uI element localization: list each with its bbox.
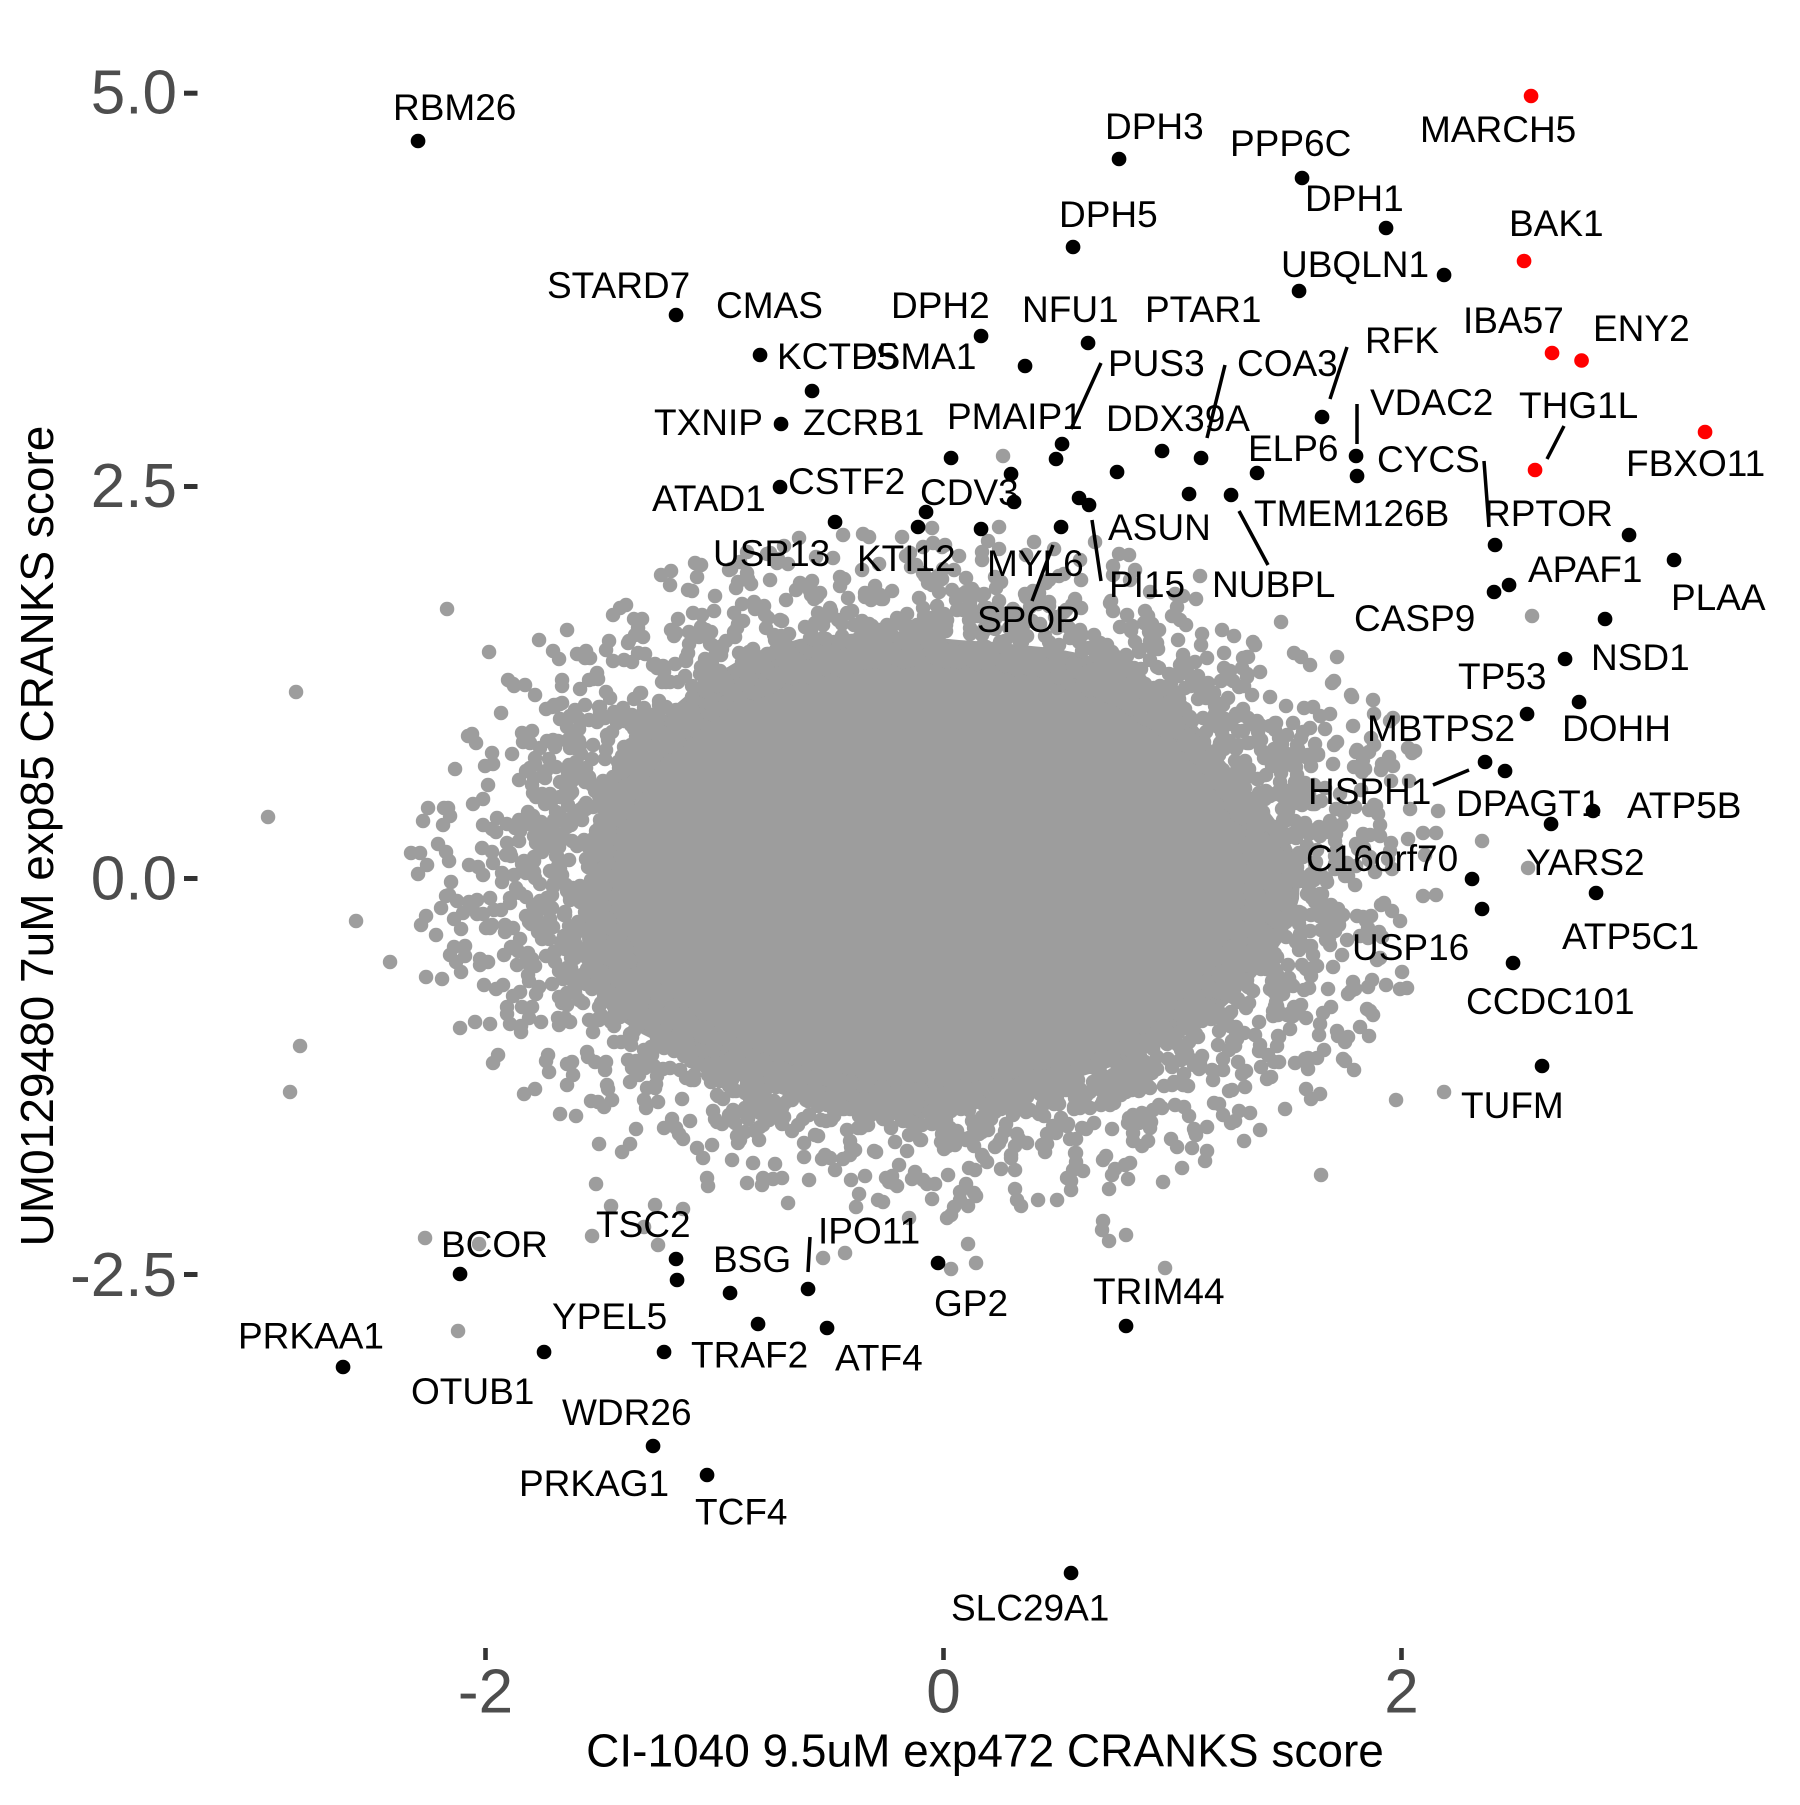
svg-text:BCOR: BCOR: [441, 1224, 548, 1265]
svg-text:VDAC2: VDAC2: [1370, 382, 1493, 423]
svg-text:CMAS: CMAS: [716, 285, 823, 326]
svg-text:UM0129480 7uM exp85 CRANKS sco: UM0129480 7uM exp85 CRANKS score: [11, 426, 63, 1247]
svg-text:PUS3: PUS3: [1108, 343, 1205, 384]
svg-text:PRKAA1: PRKAA1: [238, 1316, 384, 1357]
svg-text:COA3: COA3: [1237, 343, 1338, 384]
svg-text:-2: -2: [458, 1658, 513, 1727]
svg-text:THG1L: THG1L: [1519, 385, 1638, 426]
svg-text:0: 0: [926, 1658, 960, 1727]
svg-text:KCTD5: KCTD5: [777, 336, 898, 377]
svg-text:OTUB1: OTUB1: [411, 1371, 534, 1412]
svg-text:DOHH: DOHH: [1562, 708, 1671, 749]
svg-text:MBTPS2: MBTPS2: [1367, 708, 1515, 749]
svg-text:5.0: 5.0: [91, 59, 177, 128]
svg-text:PLAA: PLAA: [1671, 577, 1766, 618]
svg-text:BAK1: BAK1: [1509, 203, 1604, 244]
svg-text:ATP5C1: ATP5C1: [1562, 916, 1699, 957]
svg-text:NSD1: NSD1: [1591, 637, 1690, 678]
svg-text:APAF1: APAF1: [1528, 549, 1642, 590]
svg-text:DPH5: DPH5: [1059, 194, 1158, 235]
svg-text:ELP6: ELP6: [1248, 428, 1339, 469]
svg-text:YARS2: YARS2: [1526, 842, 1645, 883]
svg-text:TCF4: TCF4: [695, 1492, 788, 1533]
svg-text:UBQLN1: UBQLN1: [1281, 244, 1429, 285]
svg-text:ATF4: ATF4: [835, 1338, 923, 1379]
svg-text:PRKAG1: PRKAG1: [519, 1463, 669, 1504]
svg-text:ATP5B: ATP5B: [1627, 785, 1741, 826]
svg-text:KTI12: KTI12: [857, 538, 956, 579]
svg-text:TXNIP: TXNIP: [654, 402, 763, 443]
svg-text:CYCS: CYCS: [1377, 439, 1480, 480]
svg-text:PSMA1: PSMA1: [851, 336, 976, 377]
svg-text:CCDC101: CCDC101: [1466, 981, 1635, 1022]
svg-text:TRIM44: TRIM44: [1093, 1271, 1225, 1312]
svg-text:DPH1: DPH1: [1305, 178, 1404, 219]
svg-text:WDR26: WDR26: [562, 1392, 692, 1433]
svg-text:C16orf70: C16orf70: [1306, 838, 1458, 879]
svg-text:NFU1: NFU1: [1022, 289, 1119, 330]
svg-text:DPH3: DPH3: [1105, 106, 1204, 147]
svg-text:IBA57: IBA57: [1463, 300, 1564, 341]
svg-text:SPOP: SPOP: [977, 599, 1080, 640]
svg-text:TP53: TP53: [1458, 656, 1546, 697]
svg-text:PTAR1: PTAR1: [1145, 289, 1262, 330]
svg-text:ATAD1: ATAD1: [652, 478, 766, 519]
svg-text:DPAGT1: DPAGT1: [1456, 783, 1601, 824]
svg-text:0.0: 0.0: [91, 845, 177, 914]
svg-text:STARD7: STARD7: [547, 265, 690, 306]
svg-text:IPO11: IPO11: [818, 1211, 920, 1252]
svg-text:ENY2: ENY2: [1593, 308, 1690, 349]
svg-text:USP16: USP16: [1352, 927, 1469, 968]
svg-text:PI15: PI15: [1109, 564, 1185, 605]
svg-text:RBM26: RBM26: [393, 87, 516, 128]
svg-text:TRAF2: TRAF2: [691, 1335, 808, 1376]
svg-text:SLC29A1: SLC29A1: [951, 1588, 1109, 1629]
svg-text:-2.5: -2.5: [70, 1241, 177, 1310]
svg-text:NUBPL: NUBPL: [1212, 564, 1335, 605]
svg-text:HSPH1: HSPH1: [1308, 771, 1431, 812]
svg-text:PPP6C: PPP6C: [1230, 123, 1351, 164]
svg-text:CSTF2: CSTF2: [788, 461, 905, 502]
svg-text:MARCH5: MARCH5: [1420, 109, 1576, 150]
svg-text:TMEM126B: TMEM126B: [1254, 493, 1449, 534]
svg-text:FBXO11: FBXO11: [1626, 443, 1765, 484]
svg-text:TSC2: TSC2: [596, 1204, 691, 1245]
svg-text:RFK: RFK: [1365, 320, 1439, 361]
svg-text:BSG: BSG: [713, 1239, 791, 1280]
svg-text:DPH2: DPH2: [891, 285, 990, 326]
svg-text:RPTOR: RPTOR: [1484, 493, 1613, 534]
svg-text:PMAIP1: PMAIP1: [947, 396, 1083, 437]
svg-text:ASUN: ASUN: [1108, 507, 1211, 548]
svg-text:USP13: USP13: [713, 533, 830, 574]
svg-text:TUFM: TUFM: [1461, 1085, 1564, 1126]
svg-text:GP2: GP2: [934, 1283, 1008, 1324]
svg-text:CASP9: CASP9: [1354, 598, 1475, 639]
svg-text:ZCRB1: ZCRB1: [803, 402, 924, 443]
svg-text:MYL6: MYL6: [987, 543, 1084, 584]
svg-text:CI-1040 9.5uM exp472 CRANKS sc: CI-1040 9.5uM exp472 CRANKS score: [586, 1725, 1384, 1777]
svg-text:2.5: 2.5: [91, 452, 177, 521]
svg-text:DDX39A: DDX39A: [1106, 398, 1250, 439]
svg-text:2: 2: [1384, 1658, 1418, 1727]
svg-text:YPEL5: YPEL5: [552, 1296, 667, 1337]
svg-text:CDV3: CDV3: [920, 472, 1019, 513]
